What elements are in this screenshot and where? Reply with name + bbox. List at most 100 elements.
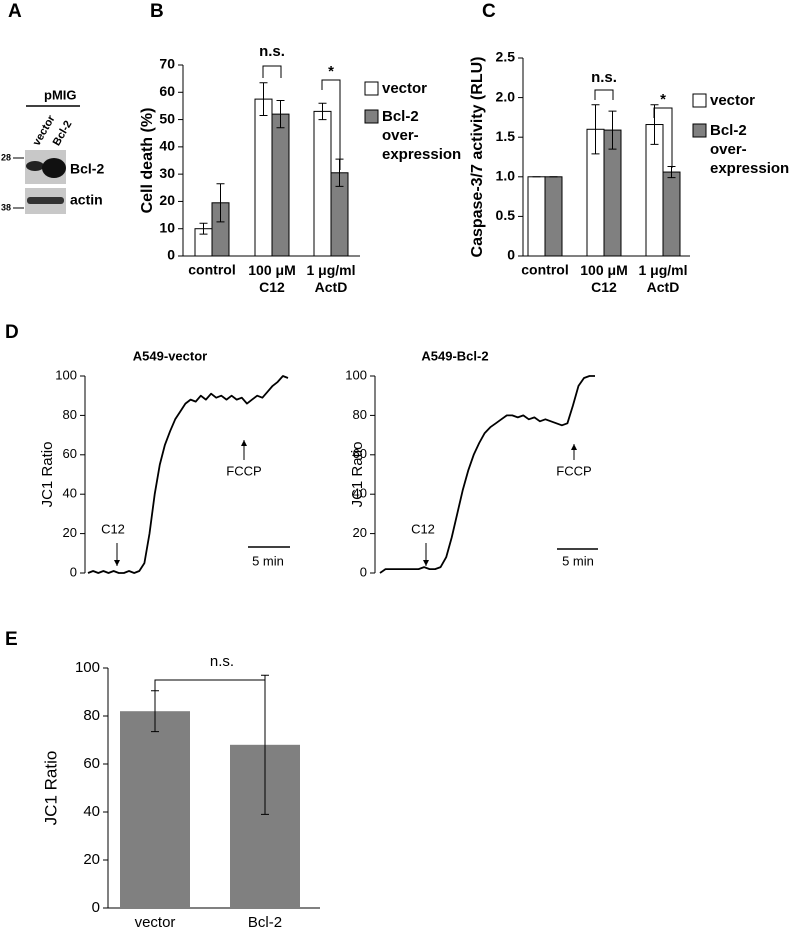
y-tick-label: 0 <box>70 564 77 579</box>
annotation: 5 min <box>252 553 284 568</box>
error-bar <box>259 82 268 116</box>
y-tick-label: 20 <box>353 525 367 540</box>
y-tick-label: 80 <box>63 407 77 422</box>
bracket <box>594 89 614 100</box>
line-series <box>87 375 289 574</box>
blot-band <box>26 161 44 171</box>
y-tick-label: 60 <box>83 755 100 772</box>
y-tick-label: 50 <box>159 110 175 126</box>
annotation: FCCP <box>556 463 591 478</box>
error-bar <box>591 104 600 155</box>
y-tick-label: 0.5 <box>496 207 516 223</box>
x-tick-label: 1 μg/ml ActD <box>638 262 687 295</box>
bar <box>544 176 563 257</box>
marker-label: 38 <box>1 202 11 212</box>
y-tick-label: 40 <box>353 486 367 501</box>
y-tick-label: 40 <box>159 138 175 154</box>
y-tick-label: 2.5 <box>496 49 516 65</box>
y-tick-label: 20 <box>83 851 100 868</box>
legend-swatch <box>364 109 379 124</box>
y-tick-label: 60 <box>159 83 175 99</box>
y-tick-label: 0 <box>92 899 100 916</box>
chart: B Cell death (%) 0 10 20 30 40 50 60 70 control 100… <box>139 1 461 295</box>
x-tick-label: Bcl-2 <box>248 914 282 931</box>
x-tick-label: control <box>521 262 568 278</box>
bracket <box>321 79 341 170</box>
bracket <box>154 679 266 696</box>
y-tick-label: 1.5 <box>496 128 516 144</box>
x-tick-label: control <box>188 262 235 278</box>
y-tick-label: 80 <box>353 407 367 422</box>
bracket <box>262 65 282 78</box>
arrow-head <box>241 440 247 446</box>
annotation: 5 min <box>562 553 594 568</box>
error-bar <box>216 183 225 223</box>
line-series <box>379 375 595 574</box>
arrow-head <box>571 444 577 450</box>
error-bar <box>318 102 327 121</box>
panel-label: C <box>482 1 496 22</box>
y-tick-label: 0 <box>360 564 367 579</box>
y-tick-label: 60 <box>353 446 367 461</box>
blot-band <box>27 197 64 204</box>
legend-label: Bcl-2 over-expression <box>710 122 789 177</box>
y-tick-label: 100 <box>75 659 100 676</box>
annotation: * <box>328 63 334 80</box>
y-tick-label: 20 <box>159 192 175 208</box>
panel-label: A <box>8 1 22 22</box>
y-tick-label: 20 <box>63 525 77 540</box>
y-tick-label: 40 <box>63 486 77 501</box>
y-tick-label: 2.0 <box>496 88 516 104</box>
x-tick-label: 100 μM C12 <box>248 262 295 295</box>
annotation: n.s. <box>259 43 285 60</box>
chart: D A549-vector JC1 Ratio 0 20 40 60 80 100 C12 FCCP… <box>5 322 290 579</box>
y-tick-label: 100 <box>55 367 77 382</box>
y-tick-label: 0 <box>507 247 515 263</box>
y-tick-label: 1.0 <box>496 168 516 184</box>
y-axis-label: JC1 Ratio <box>349 442 366 508</box>
y-tick-label: 10 <box>159 219 175 235</box>
legend-swatch <box>364 81 379 96</box>
legend-label: vector <box>382 80 427 97</box>
band-label: Bcl-2 <box>70 161 104 177</box>
y-axis-label: JC1 Ratio <box>41 751 60 826</box>
chart: A549-Bcl-2 JC1 Ratio 0 20 40 60 80 100 C12 FCCP 5 … <box>345 348 598 579</box>
chart: E JC1 Ratio 0 20 40 60 80 100 vector Bcl-2 n.s. <box>5 629 320 931</box>
y-tick-label: 100 <box>345 367 367 382</box>
error-bar <box>608 110 617 150</box>
annotation: n.s. <box>210 653 234 670</box>
band-label: actin <box>70 192 103 208</box>
panel-label: B <box>150 1 164 22</box>
annotation: * <box>660 91 666 108</box>
y-axis-label: JC1 Ratio <box>39 442 56 508</box>
y-tick-label: 40 <box>83 803 100 820</box>
annotation: FCCP <box>226 463 261 478</box>
legend-label: vector <box>710 92 755 109</box>
y-tick-label: 60 <box>63 446 77 461</box>
arrow-head <box>423 560 429 566</box>
panel-label: E <box>5 629 18 650</box>
bar <box>254 98 273 257</box>
annotation: n.s. <box>591 69 617 86</box>
error-bar <box>199 222 208 235</box>
annotation: C12 <box>101 521 125 536</box>
legend-label: Bcl-2 over-expression <box>382 108 461 163</box>
bar <box>120 711 190 908</box>
x-tick-label: 1 μg/ml ActD <box>306 262 355 295</box>
annotation: C12 <box>411 521 435 536</box>
y-axis-label: Caspase-3/7 activity (RLU) <box>469 57 486 258</box>
marker-label: 28 <box>1 152 11 162</box>
bar <box>662 171 681 257</box>
y-tick-label: 80 <box>83 707 100 724</box>
x-tick-label: vector <box>135 914 176 931</box>
chart-title: A549-Bcl-2 <box>421 348 488 363</box>
error-bar <box>276 99 285 129</box>
legend-swatch <box>692 123 707 138</box>
error-bar <box>261 674 269 815</box>
blot-header: pMIG <box>44 87 77 102</box>
blot-band <box>42 158 66 178</box>
x-tick-label: 100 μM C12 <box>580 262 627 295</box>
bar <box>313 110 332 257</box>
bar <box>527 176 546 257</box>
